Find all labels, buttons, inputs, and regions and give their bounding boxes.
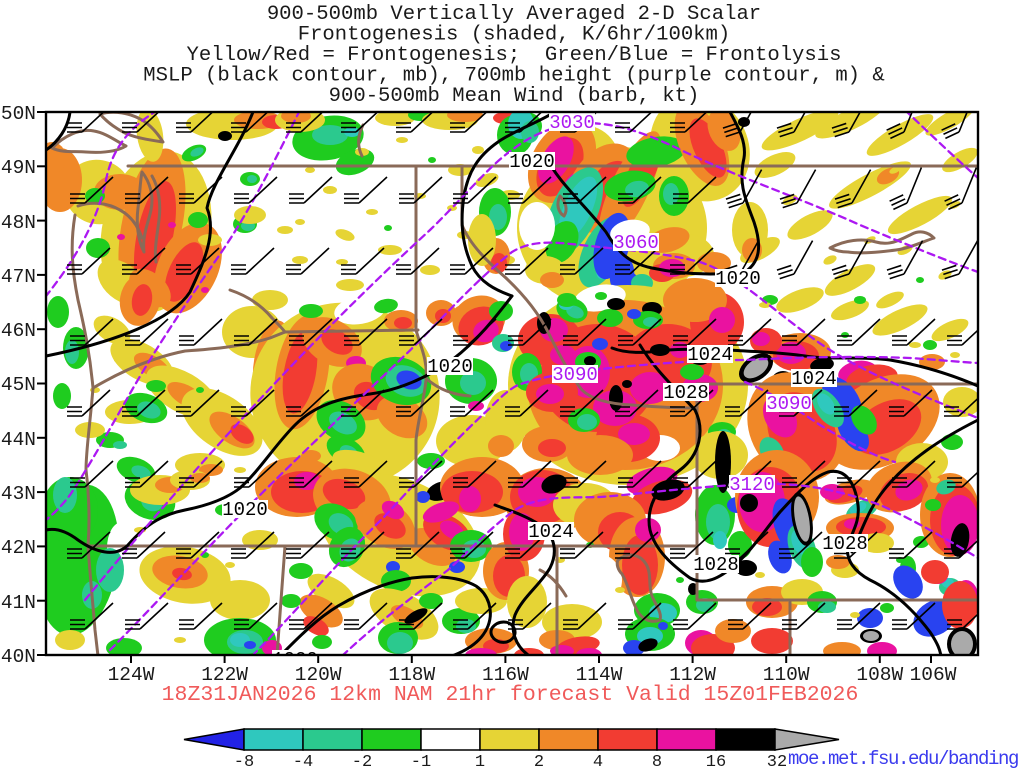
svg-text:49N: 49N xyxy=(1,157,36,179)
svg-text:1024: 1024 xyxy=(687,344,733,366)
svg-text:-8: -8 xyxy=(234,753,254,768)
svg-text:3090: 3090 xyxy=(552,364,598,386)
svg-text:1020: 1020 xyxy=(509,151,555,173)
svg-text:32: 32 xyxy=(767,753,787,768)
svg-text:8: 8 xyxy=(652,753,662,768)
svg-text:3060: 3060 xyxy=(613,232,659,254)
svg-text:1024: 1024 xyxy=(528,521,574,543)
svg-text:41N: 41N xyxy=(1,592,36,614)
svg-text:120W: 120W xyxy=(295,664,342,686)
svg-text:46N: 46N xyxy=(1,320,36,342)
svg-text:900-500mb Vertically Averaged: 900-500mb Vertically Averaged 2-D Scalar xyxy=(267,3,761,26)
svg-text:44N: 44N xyxy=(1,429,36,451)
svg-text:1020: 1020 xyxy=(427,356,473,378)
svg-text:43N: 43N xyxy=(1,483,36,505)
svg-text:18Z31JAN2026 12km NAM 21hr for: 18Z31JAN2026 12km NAM 21hr forecast Vali… xyxy=(162,683,859,707)
svg-text:1020: 1020 xyxy=(222,499,268,521)
svg-text:MSLP (black contour, mb), 700m: MSLP (black contour, mb), 700mb height (… xyxy=(143,65,885,88)
svg-text:900-500mb Mean Wind (barb, kt): 900-500mb Mean Wind (barb, kt) xyxy=(329,85,700,108)
svg-text:1020: 1020 xyxy=(272,649,318,671)
svg-text:1024: 1024 xyxy=(791,368,837,390)
svg-text:4: 4 xyxy=(593,753,603,768)
svg-text:3030: 3030 xyxy=(549,112,595,134)
svg-text:112W: 112W xyxy=(669,664,716,686)
svg-text:106W: 106W xyxy=(910,664,957,686)
svg-text:-1: -1 xyxy=(411,753,431,768)
svg-text:Frontogenesis (shaded, K/6hr/1: Frontogenesis (shaded, K/6hr/100km) xyxy=(298,24,731,47)
svg-text:122W: 122W xyxy=(201,664,248,686)
svg-text:-4: -4 xyxy=(293,753,313,768)
svg-text:40N: 40N xyxy=(1,646,36,668)
svg-text:45N: 45N xyxy=(1,374,36,396)
svg-text:48N: 48N xyxy=(1,212,36,234)
svg-text:108W: 108W xyxy=(856,664,903,686)
svg-text:1: 1 xyxy=(475,753,485,768)
svg-text:42N: 42N xyxy=(1,537,36,559)
svg-text:-2: -2 xyxy=(352,753,372,768)
svg-text:116W: 116W xyxy=(482,664,529,686)
svg-text:124W: 124W xyxy=(108,664,155,686)
svg-text:1028: 1028 xyxy=(822,533,868,555)
svg-text:110W: 110W xyxy=(763,664,810,686)
svg-text:50N: 50N xyxy=(1,103,36,125)
svg-text:moe.met.fsu.edu/banding: moe.met.fsu.edu/banding xyxy=(788,748,1018,768)
svg-text:1020: 1020 xyxy=(715,268,761,290)
svg-text:114W: 114W xyxy=(576,664,623,686)
svg-text:118W: 118W xyxy=(388,664,435,686)
svg-text:Yellow/Red = Frontogenesis; G: Yellow/Red = Frontogenesis; Green/Blue =… xyxy=(187,44,842,67)
svg-text:1028: 1028 xyxy=(693,554,739,576)
svg-text:16: 16 xyxy=(706,753,726,768)
svg-text:2: 2 xyxy=(534,753,544,768)
svg-text:3090: 3090 xyxy=(766,393,812,415)
svg-text:47N: 47N xyxy=(1,266,36,288)
svg-text:3120: 3120 xyxy=(729,474,775,496)
svg-text:1028: 1028 xyxy=(663,382,709,404)
